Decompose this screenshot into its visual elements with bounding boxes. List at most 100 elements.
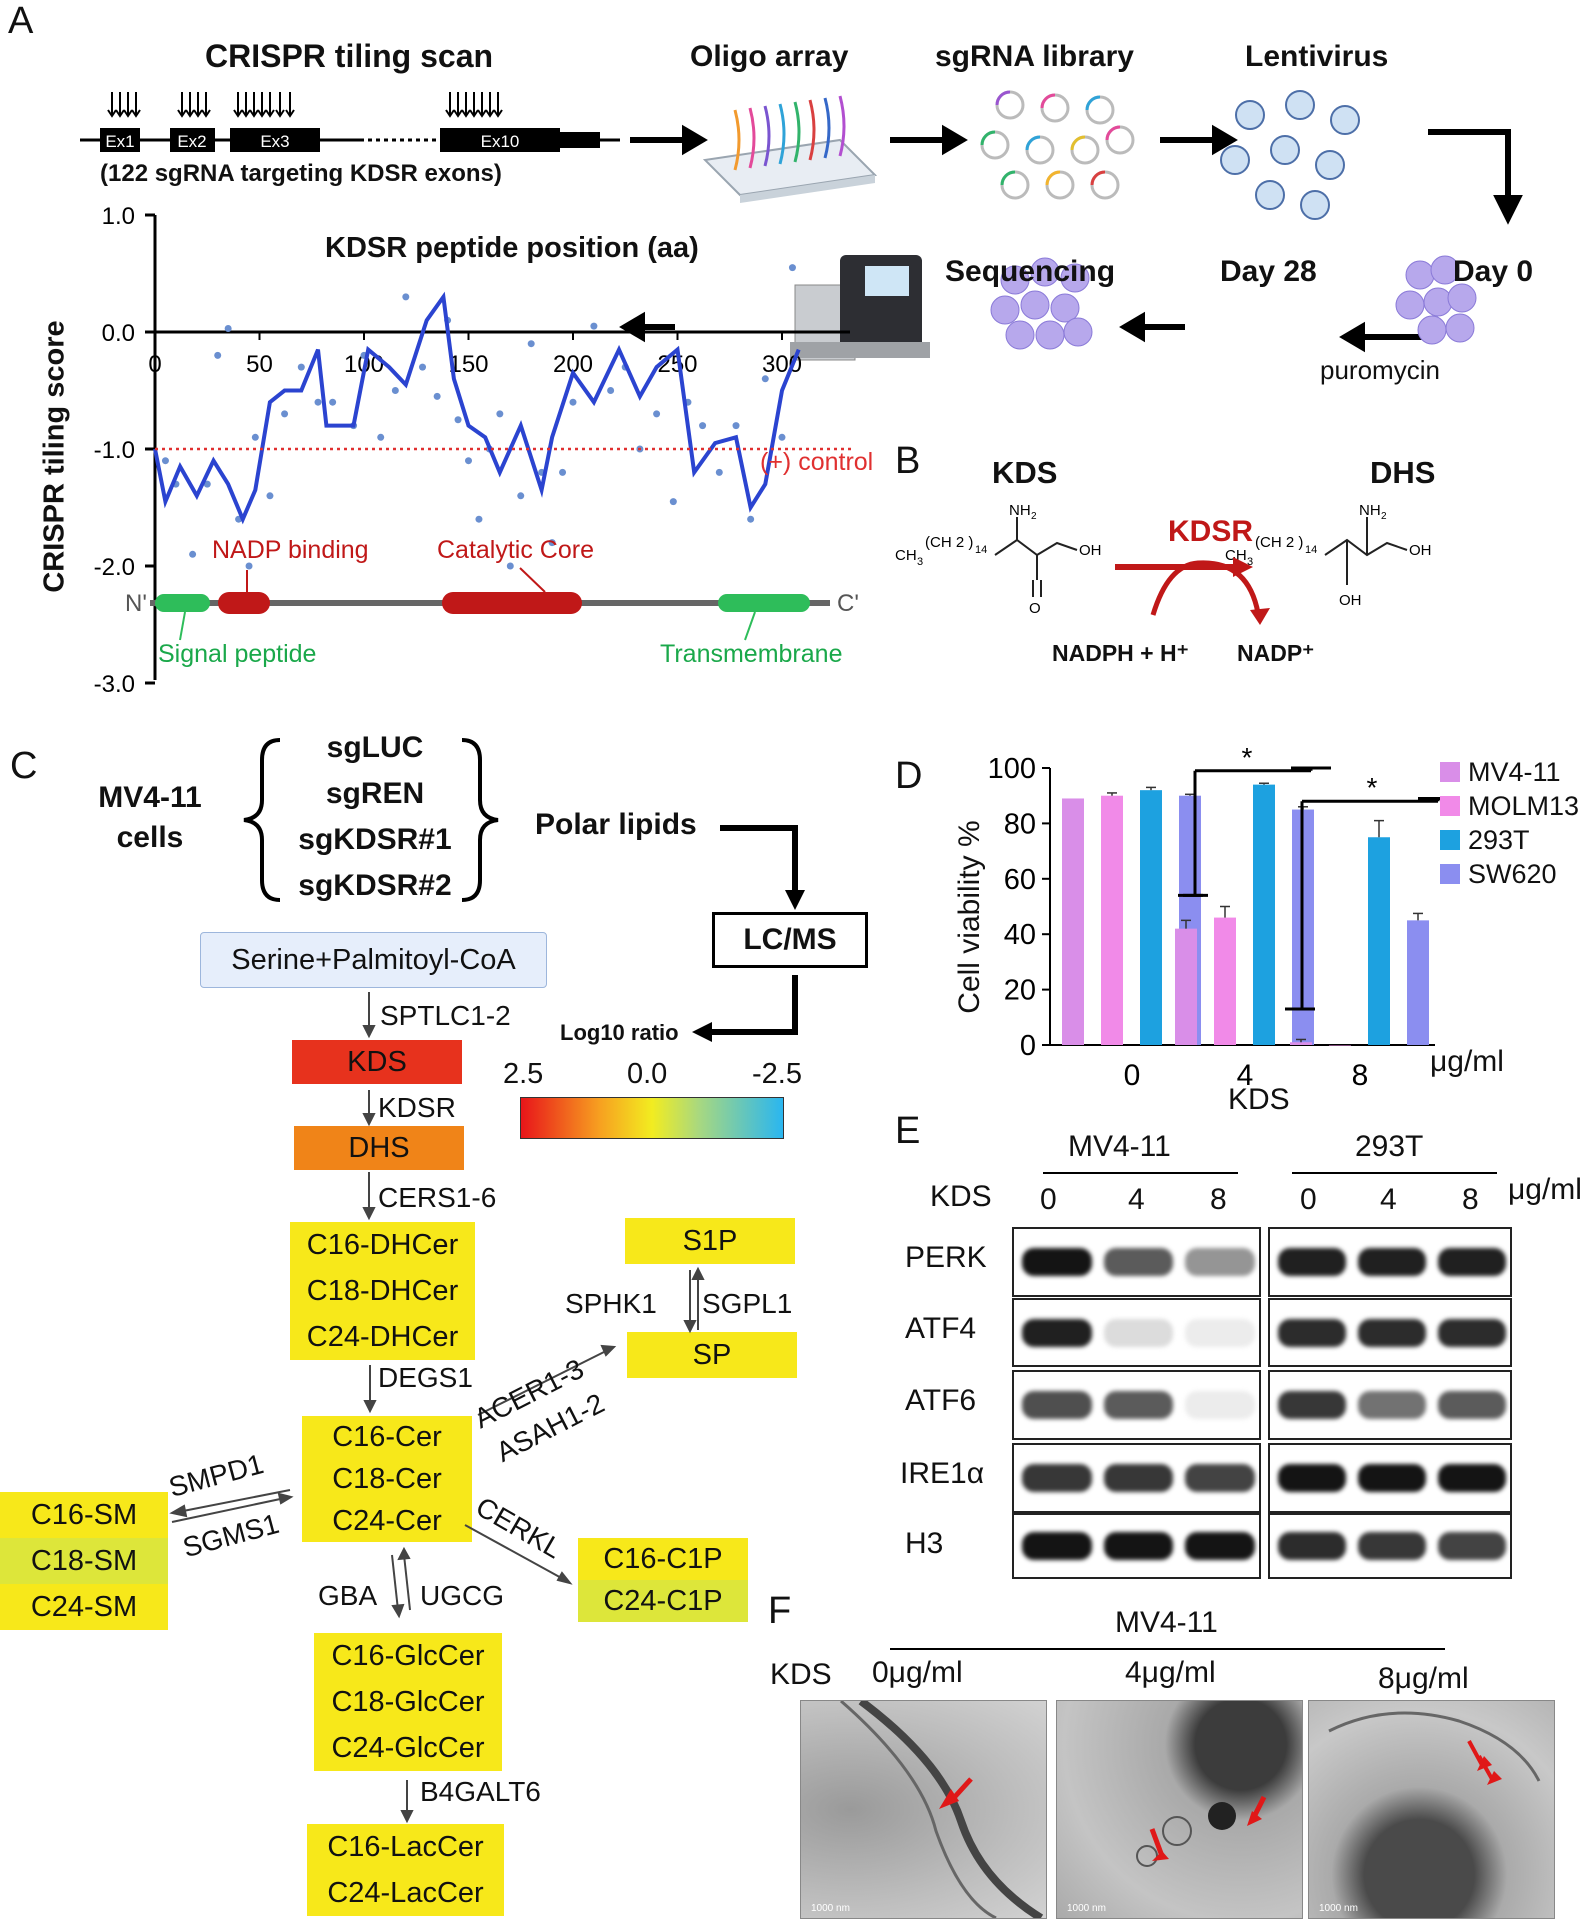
guide: sgREN [325, 777, 425, 810]
svg-text:OH: OH [1079, 542, 1102, 559]
domain-tm: Transmembrane [660, 640, 843, 668]
s1p-box: S1P [625, 1218, 795, 1264]
exon-label: Ex1 [105, 132, 134, 151]
c1p-1: C24-C1P [578, 1580, 748, 1622]
cer-1: C18-Cer [302, 1458, 472, 1500]
dose: 0 [1300, 1183, 1317, 1216]
polar-lipids: Polar lipids [535, 808, 697, 841]
blot-strip [1012, 1443, 1261, 1513]
cofactor-out: NADP⁺ [1237, 640, 1315, 666]
legend-label: 293T [1468, 824, 1530, 855]
blot-strip [1268, 1370, 1512, 1440]
exon-map: Ex1 Ex2 Ex3 Ex10 [80, 92, 620, 152]
scale-min: -2.5 [752, 1058, 802, 1090]
tiling-xlabel: KDSR peptide position (aa) [325, 232, 699, 264]
tiling-plot: 1.00.0-1.0-2.0-3.00 50 100 150 200 250 300 [94, 203, 855, 698]
blot-strip [1012, 1298, 1261, 1367]
guide: sgKDSR#1 [298, 823, 452, 856]
bar [1253, 784, 1275, 1045]
em-scale: 1000 nm [1319, 1903, 1358, 1914]
dhcer-0: C16-DHCer [290, 1222, 475, 1268]
svg-text:(CH 2 ): (CH 2 ) [1255, 534, 1303, 551]
em-dose: 8μg/ml [1378, 1662, 1469, 1695]
kdsr-enzyme: KDSR [1168, 515, 1254, 548]
chart-ytick: 100 [988, 753, 1036, 785]
cofactor-in: NADPH + H⁺ [1052, 640, 1189, 666]
panel-label-e: E [895, 1110, 921, 1152]
chart-unit: μg/ml [1430, 1045, 1504, 1078]
legend-item: SW620 [1440, 857, 1579, 891]
bar [1290, 1042, 1312, 1045]
em-group-line [890, 1648, 1445, 1650]
pathway-arrows [169, 992, 705, 1824]
dose: 4 [1380, 1183, 1397, 1216]
chart-legend: MV4-11 MOLM13 293T SW620 [1440, 755, 1579, 891]
workflow-puromycin: puromycin [1320, 355, 1440, 385]
chart-ylabel: Cell viability % [953, 820, 986, 1014]
legend-item: MOLM13 [1440, 789, 1579, 823]
enzyme-cers: CERS1-6 [378, 1182, 497, 1213]
tiling-ytick: -1.0 [94, 437, 135, 464]
legend-swatch [1440, 830, 1460, 850]
exon-label: Ex3 [260, 132, 289, 151]
enzyme-ugcg: UGCG [420, 1580, 504, 1611]
band [1358, 1532, 1426, 1560]
panel-label-a: A [8, 0, 34, 42]
em-cell: MV4-11 [1115, 1606, 1218, 1639]
exon-label: Ex10 [481, 132, 520, 151]
band [1185, 1248, 1255, 1276]
sm-2: C24-SM [0, 1584, 168, 1630]
band [1438, 1248, 1506, 1276]
workflow-lentivirus: Lentivirus [1245, 40, 1389, 73]
laccer-0: C16-LacCer [307, 1824, 504, 1870]
cer-2: C24-Cer [302, 1500, 472, 1542]
bar [1140, 790, 1162, 1045]
band [1438, 1464, 1506, 1492]
band [1278, 1532, 1346, 1560]
em-scale: 1000 nm [1067, 1903, 1106, 1914]
kds-title: KDS [992, 455, 1058, 490]
scan-note: (122 sgRNA targeting KDSR exons) [100, 160, 502, 187]
kds-box: KDS [292, 1040, 462, 1084]
panel-label-d: D [895, 755, 923, 797]
band [1185, 1464, 1255, 1492]
workflow-graphics [619, 90, 1523, 361]
blot-strip [1268, 1513, 1512, 1579]
blot-kds-label: KDS [930, 1180, 992, 1213]
svg-text:3: 3 [917, 556, 923, 568]
tiling-ytick: 0.0 [102, 320, 135, 347]
scan-title: CRISPR tiling scan [205, 38, 494, 74]
sm-1: C18-SM [0, 1538, 168, 1584]
workflow-day0: Day 0 [1453, 255, 1534, 288]
dose: 8 [1210, 1183, 1227, 1216]
legend-swatch [1440, 796, 1460, 816]
svg-text:2: 2 [1381, 511, 1387, 522]
guide: sgLUC [326, 731, 424, 764]
glccer-2: C24-GlcCer [314, 1725, 502, 1771]
em-dose: 4μg/ml [1125, 1656, 1216, 1689]
em-image-2: 1000 nm [1308, 1700, 1555, 1919]
enzyme-kdsr: KDSR [378, 1092, 456, 1123]
dhs-title: DHS [1370, 455, 1436, 490]
chart-xtick: 4 [1237, 1059, 1254, 1092]
blot-strip [1268, 1227, 1512, 1297]
tiling-ytick: -3.0 [94, 671, 135, 698]
svg-text:CH: CH [895, 547, 917, 564]
sp-box: SP [627, 1332, 797, 1378]
legend-item: MV4-11 [1440, 755, 1579, 789]
kdsr-reaction: CH 3 (CH 2 ) 14 NH 2 OH O CH 3 (CH 2 ) 14 NH 2… [895, 502, 1432, 625]
guide: sgKDSR#2 [298, 869, 452, 902]
chart-xtick: 8 [1352, 1059, 1369, 1092]
blot-strip [1012, 1370, 1261, 1440]
band [1358, 1391, 1426, 1419]
domain-nadp: NADP binding [212, 536, 369, 564]
em-kds-label: KDS [770, 1658, 832, 1691]
chart-xtick: 0 [1124, 1059, 1141, 1092]
legend-swatch [1440, 864, 1460, 884]
workflow-library: sgRNA library [935, 40, 1134, 73]
blot-strip [1012, 1227, 1261, 1297]
svg-text:14: 14 [975, 544, 987, 556]
cer-0: C16-Cer [302, 1416, 472, 1458]
log10-ratio: Log10 ratio [560, 1020, 679, 1045]
control-label: (+) control [760, 448, 874, 476]
